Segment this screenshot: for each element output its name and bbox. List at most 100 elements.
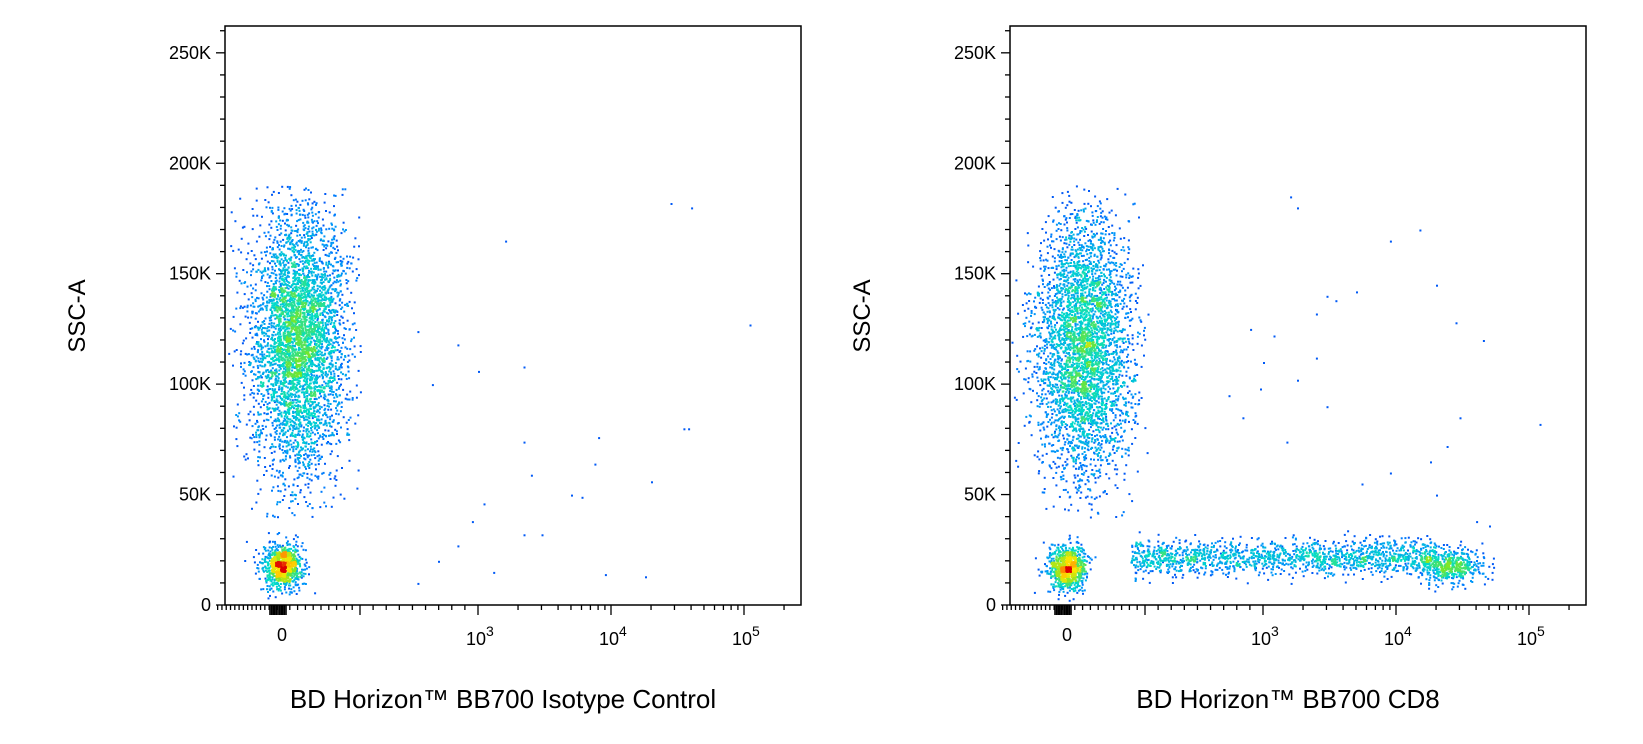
event-dot bbox=[300, 306, 303, 308]
event-dot bbox=[249, 304, 252, 307]
event-dot bbox=[353, 322, 356, 325]
event-dot bbox=[275, 384, 278, 386]
event-dot bbox=[302, 461, 304, 464]
event-dot bbox=[297, 476, 300, 479]
event-dot bbox=[300, 545, 303, 548]
event-dot bbox=[288, 238, 291, 241]
event-dot bbox=[287, 287, 290, 290]
event-dot bbox=[309, 379, 311, 382]
event-dot bbox=[334, 393, 337, 396]
event-dot bbox=[283, 352, 286, 355]
event-dot bbox=[283, 338, 286, 341]
event-dot bbox=[270, 572, 272, 575]
event-dot bbox=[275, 265, 278, 267]
event-dot bbox=[270, 326, 273, 329]
event-dot bbox=[335, 394, 338, 397]
event-dot bbox=[335, 251, 338, 254]
event-dot bbox=[332, 393, 334, 396]
event-dot bbox=[321, 472, 324, 475]
event-dot bbox=[314, 416, 316, 418]
event-dot bbox=[318, 357, 321, 360]
event-dot bbox=[305, 561, 308, 564]
event-dot bbox=[312, 363, 315, 366]
event-dot bbox=[299, 315, 302, 318]
event-dot bbox=[299, 409, 302, 412]
event-dot bbox=[327, 366, 330, 369]
event-dot bbox=[314, 357, 317, 360]
event-dot bbox=[274, 549, 277, 552]
event-dot bbox=[291, 246, 294, 249]
event-dot bbox=[331, 227, 334, 230]
event-dot bbox=[268, 559, 271, 562]
event-dot bbox=[299, 489, 302, 492]
event-dot bbox=[236, 445, 239, 448]
event-dot bbox=[281, 294, 284, 297]
event-dot bbox=[353, 336, 355, 339]
event-dot bbox=[277, 323, 280, 326]
event-dot bbox=[254, 334, 257, 336]
event-dot bbox=[290, 500, 292, 503]
event-dot bbox=[252, 396, 255, 399]
event-dot bbox=[329, 343, 332, 346]
event-dot bbox=[594, 463, 597, 466]
event-dot bbox=[314, 291, 317, 294]
event-dot bbox=[339, 263, 342, 266]
event-dot bbox=[348, 433, 351, 436]
event-dot bbox=[293, 345, 296, 347]
event-dot bbox=[280, 393, 283, 395]
event-dot bbox=[351, 323, 354, 326]
event-dot bbox=[284, 458, 287, 461]
event-dot bbox=[312, 346, 315, 349]
event-dot bbox=[306, 428, 309, 431]
event-dot bbox=[323, 270, 326, 273]
event-dot bbox=[332, 309, 335, 312]
event-dot bbox=[309, 335, 312, 338]
event-dot bbox=[283, 459, 286, 462]
event-dot bbox=[284, 368, 287, 371]
event-dot bbox=[286, 213, 289, 215]
event-dot bbox=[307, 274, 309, 276]
event-dot bbox=[271, 489, 273, 492]
event-dot bbox=[329, 393, 332, 396]
event-dot bbox=[297, 265, 300, 267]
event-dot bbox=[314, 321, 317, 323]
event-dot bbox=[275, 429, 278, 432]
event-dot bbox=[273, 363, 276, 366]
event-dot bbox=[316, 369, 319, 372]
event-dot bbox=[287, 408, 289, 411]
event-dot bbox=[317, 222, 319, 225]
event-dot bbox=[346, 428, 349, 431]
event-dot bbox=[286, 416, 288, 419]
event-dot bbox=[333, 372, 336, 375]
event-dot bbox=[276, 408, 279, 411]
event-dot bbox=[291, 382, 294, 385]
event-dot bbox=[530, 474, 533, 477]
event-dot bbox=[260, 271, 263, 274]
event-dot bbox=[277, 223, 280, 226]
event-dot bbox=[305, 300, 308, 302]
event-dot bbox=[324, 273, 326, 276]
event-dot bbox=[317, 410, 320, 412]
event-dot bbox=[319, 314, 322, 316]
event-dot bbox=[282, 382, 284, 385]
event-dot bbox=[336, 422, 339, 425]
event-dot bbox=[265, 370, 268, 373]
event-dot bbox=[296, 456, 299, 459]
event-dot bbox=[296, 545, 299, 548]
event-dot bbox=[233, 350, 236, 353]
event-dot bbox=[331, 298, 334, 301]
event-dot bbox=[258, 440, 261, 443]
event-dot bbox=[313, 370, 316, 373]
event-dot bbox=[317, 363, 320, 366]
event-dot bbox=[305, 388, 308, 391]
event-dot bbox=[247, 457, 249, 460]
event-dot bbox=[276, 324, 279, 326]
event-dot bbox=[313, 259, 316, 262]
event-dot bbox=[315, 333, 318, 336]
event-dot bbox=[305, 410, 307, 412]
event-dot bbox=[346, 361, 349, 363]
event-dot bbox=[306, 472, 309, 475]
event-dot bbox=[334, 269, 337, 272]
event-dot bbox=[320, 299, 323, 302]
event-dot bbox=[253, 254, 256, 257]
